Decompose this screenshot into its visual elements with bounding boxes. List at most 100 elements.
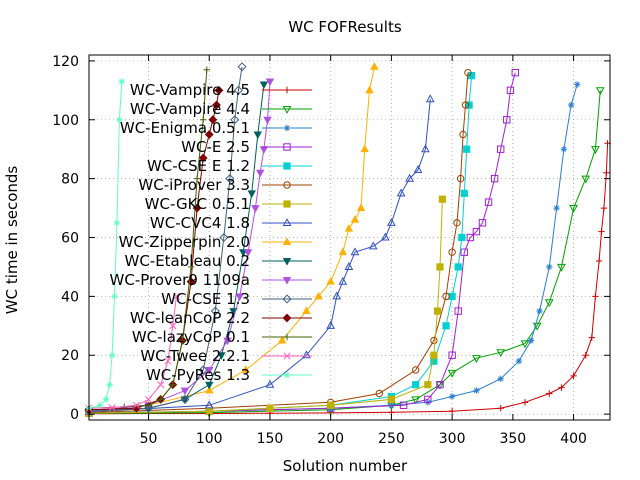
legend-label: WC-CVC4 1.8	[150, 214, 250, 232]
data-point-wc-vampire-4-4	[544, 299, 554, 308]
data-point-wc-gkc-0-5-1	[205, 407, 213, 415]
legend-swatch-marker	[282, 218, 292, 227]
data-point-wc-etableau-0-2	[217, 352, 226, 360]
x-tick-label: 200	[317, 431, 344, 447]
legend-entry-wc-cvc4-1-8: WC-CVC4 1.8	[150, 214, 312, 232]
data-point-wc-vampire-4-5	[595, 257, 603, 265]
data-point-wc-vampire-4-4	[447, 369, 457, 378]
data-point-wc-e-2-5	[496, 145, 505, 153]
data-point-wc-iprover-3-3	[442, 292, 450, 301]
data-point-wc-pyres-1-3	[102, 396, 110, 403]
data-point-wc-pyres-1-3	[118, 78, 125, 85]
legend-entry-wc-gkc-0-5-1: WC-GKC 0.5.1	[145, 195, 312, 213]
legend-entry-wc-cse-1-3: WC-CSE 1.3	[161, 290, 312, 308]
x-tick-label: 250	[378, 431, 405, 447]
series-line-wc-e-2-5	[88, 72, 516, 414]
grid-lines	[89, 55, 610, 420]
data-point-wc-leancop-2-2	[214, 85, 224, 95]
data-point-wc-twee-2-2-1	[157, 381, 165, 389]
legend-label: WC-PyRes 1.3	[146, 366, 250, 384]
data-point-wc-cvc4-1-8	[204, 400, 214, 409]
data-point-wc-lazycop-0-1	[193, 175, 201, 182]
x-tick-label: 100	[196, 431, 223, 447]
data-point-wc-pyres-1-3	[111, 293, 118, 300]
series-line-wc-vampire-4-5	[88, 143, 609, 415]
data-point-wc-vampire-4-4	[581, 175, 591, 184]
data-point-wc-cse-1-3	[237, 62, 247, 72]
data-point-wc-leancop-2-2	[212, 100, 221, 110]
data-point-wc-zipperpin-2-0	[356, 203, 366, 212]
y-tick-label: 120	[52, 54, 79, 70]
data-point-wc-lazycop-0-1	[157, 396, 164, 403]
data-point-wc-cse-1-3	[180, 394, 190, 404]
data-point-wc-vampire-4-5	[603, 169, 610, 176]
legend-entry-wc-enigma-0-5-1: WC-Enigma 0.5.1	[120, 119, 312, 137]
y-tick-label: 80	[61, 172, 79, 188]
data-point-wc-enigma-0-5-1	[574, 81, 581, 88]
data-point-wc-e-2-5	[460, 248, 468, 256]
legend-entry-wc-twee-2-2-1: WC-Twee 2.2.1	[140, 347, 312, 365]
legend-swatch-marker	[283, 124, 291, 132]
legend-entry-wc-prover9-1109a: WC-Prover9 1109a	[110, 271, 312, 289]
data-point-wc-twee-2-2-1	[164, 357, 172, 365]
data-point-wc-cse-e-1-2	[463, 145, 471, 153]
data-point-wc-cvc4-1-8	[425, 94, 435, 103]
data-point-wc-e-2-5	[506, 86, 515, 95]
data-point-wc-enigma-0-5-1	[553, 204, 560, 212]
data-point-wc-etableau-0-2	[259, 81, 269, 90]
data-point-wc-etableau-0-2	[253, 131, 263, 140]
data-point-wc-cvc4-1-8	[421, 144, 430, 153]
data-point-wc-enigma-0-5-1	[567, 101, 575, 109]
data-point-wc-etableau-0-2	[239, 249, 248, 257]
data-point-wc-vampire-4-4	[569, 205, 578, 213]
data-point-wc-enigma-0-5-1	[473, 387, 480, 394]
data-point-wc-prover9-1109a	[251, 205, 260, 213]
data-point-wc-pyres-1-3	[113, 219, 121, 226]
data-point-wc-cvc4-1-8	[368, 241, 378, 250]
data-point-wc-e-2-5	[490, 174, 499, 183]
series-line-wc-cvc4-1-8	[88, 99, 431, 413]
data-point-wc-e-2-5	[484, 198, 493, 206]
data-point-wc-prover9-1109a	[235, 293, 244, 302]
data-point-wc-iprover-3-3	[375, 389, 383, 398]
data-point-wc-cse-e-1-2	[412, 381, 420, 389]
data-point-wc-iprover-3-3	[464, 68, 472, 77]
data-point-wc-prover9-1109a	[205, 367, 214, 375]
data-point-wc-e-2-5	[511, 68, 519, 77]
data-point-wc-cvc4-1-8	[326, 320, 336, 329]
legend-swatch-marker	[282, 258, 292, 266]
data-point-wc-vampire-4-4	[496, 349, 506, 358]
data-point-wc-gkc-0-5-1	[430, 351, 438, 359]
y-tick-label: 40	[61, 289, 79, 305]
data-point-wc-enigma-0-5-1	[560, 145, 568, 153]
y-tick-label: 100	[52, 113, 79, 129]
data-point-wc-e-2-5	[399, 401, 408, 409]
data-point-wc-enigma-0-5-1	[536, 307, 543, 315]
data-point-wc-iprover-3-3	[456, 174, 465, 183]
data-point-wc-cvc4-1-8	[344, 262, 354, 270]
legend-swatch-marker	[283, 333, 291, 341]
data-point-wc-vampire-4-5	[582, 352, 589, 359]
data-point-wc-cvc4-1-8	[302, 350, 311, 359]
data-point-wc-e-2-5	[454, 307, 462, 315]
legend-swatch-marker	[282, 294, 292, 304]
data-point-wc-pyres-1-3	[106, 381, 113, 388]
data-point-wc-vampire-4-5	[588, 334, 595, 341]
data-point-wc-cse-1-3	[210, 306, 220, 316]
data-point-wc-gkc-0-5-1	[266, 404, 274, 412]
data-point-wc-gkc-0-5-1	[327, 401, 335, 409]
data-point-wc-cvc4-1-8	[387, 217, 396, 226]
data-point-wc-pyres-1-3	[108, 352, 116, 359]
series-layer	[84, 62, 611, 419]
legend-swatch-marker	[283, 143, 291, 151]
data-point-wc-lazycop-0-1	[179, 337, 186, 344]
data-point-wc-vampire-4-4	[595, 87, 605, 96]
y-tick-label: 0	[70, 407, 79, 423]
legend-swatch-marker	[283, 352, 291, 360]
data-point-wc-leancop-2-2	[204, 130, 214, 139]
legend-label: WC-GKC 0.5.1	[145, 195, 250, 213]
data-point-wc-cse-e-1-2	[442, 322, 450, 330]
data-point-wc-pyres-1-3	[116, 116, 123, 123]
data-point-wc-e-2-5	[466, 233, 475, 242]
legend-label: WC-Prover9 1109a	[110, 271, 250, 289]
